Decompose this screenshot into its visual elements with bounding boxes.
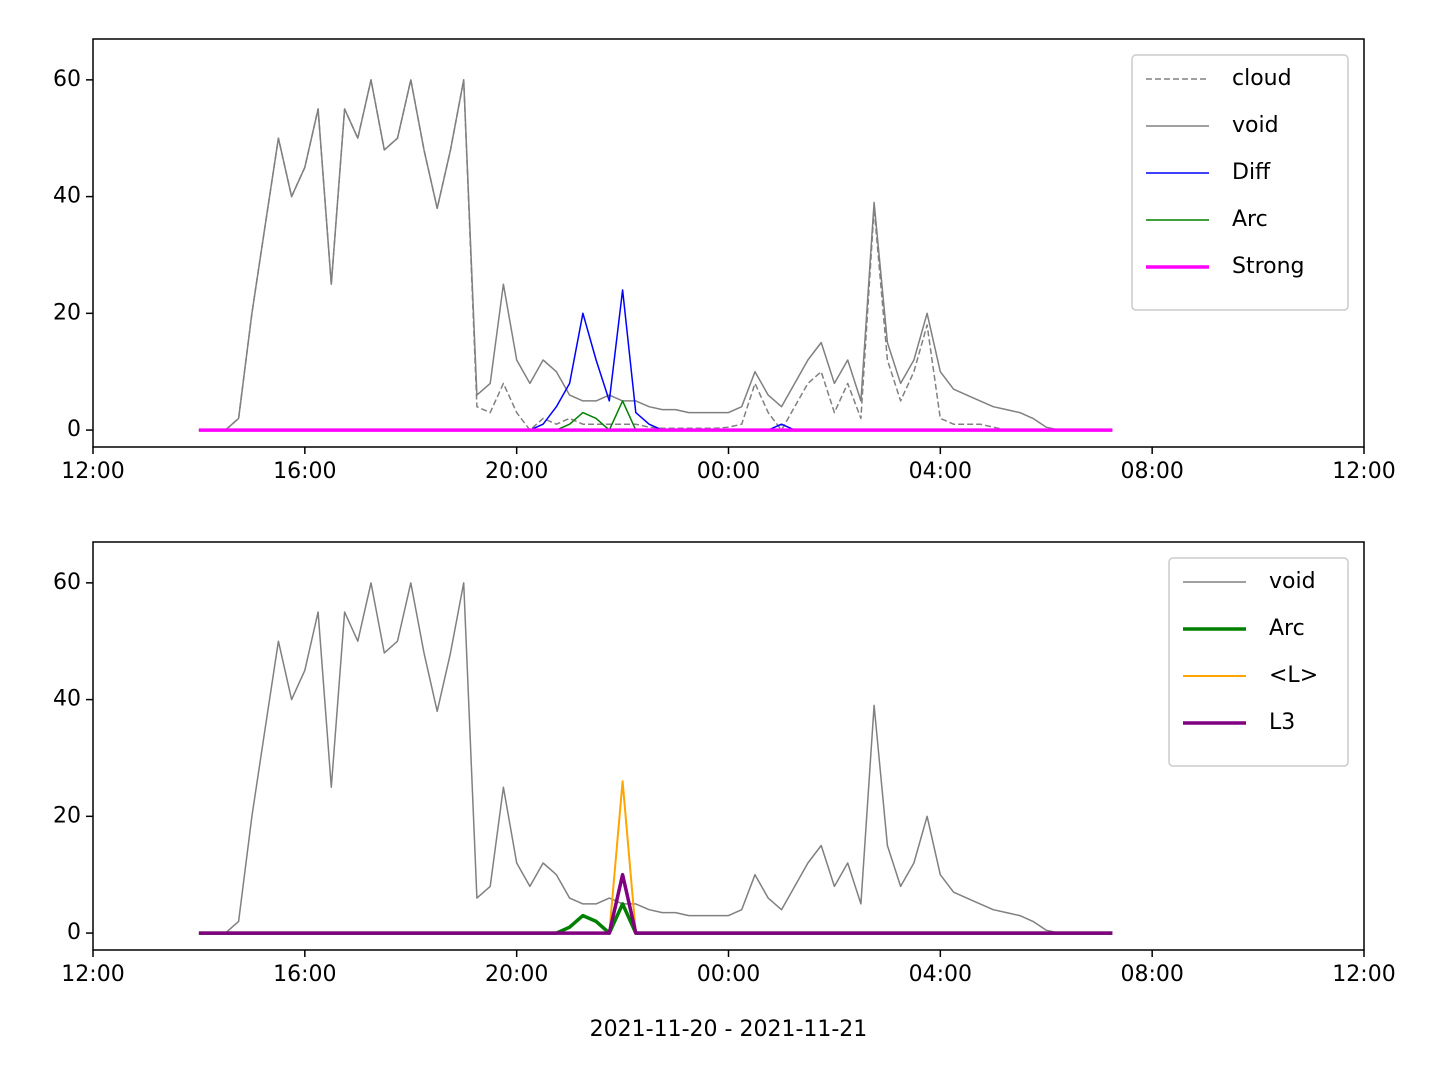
x-tick-label: 08:00: [1120, 962, 1183, 987]
subplot: 12:00 16:00 20:00 00:00 04:00 08:00 12:00 0 20 40…: [53, 38, 1396, 484]
legend: void Arc <L> L3: [1168, 557, 1349, 767]
axes-frame: [92, 541, 1365, 951]
y-tick-label: 60: [53, 570, 81, 595]
legend-label: L3: [1269, 710, 1295, 735]
series-line: [198, 582, 1113, 934]
legend-label: Arc: [1232, 207, 1268, 232]
legend-label: Strong: [1232, 254, 1305, 279]
y-tick-label: 40: [53, 184, 81, 209]
legend-label: void: [1269, 569, 1316, 594]
y-tick-label: 0: [67, 920, 81, 945]
subplot: 12:00 16:00 20:00 00:00 04:00 08:00 12:00 0 20 40…: [53, 541, 1396, 1042]
x-tick-label: 12:00: [1332, 962, 1395, 987]
x-tick-label: 04:00: [909, 962, 972, 987]
x-tick-label: 12:00: [61, 962, 124, 987]
y-tick-label: 60: [53, 67, 81, 92]
x-tick-label: 12:00: [61, 459, 124, 484]
x-tick-label: 00:00: [697, 459, 760, 484]
x-tick-label: 16:00: [273, 459, 336, 484]
legend-label: Diff: [1232, 160, 1271, 185]
y-tick-label: 40: [53, 687, 81, 712]
legend-label: void: [1232, 113, 1279, 138]
series-line: [198, 79, 1113, 431]
legend-label: <L>: [1269, 663, 1318, 688]
legend-label: Arc: [1269, 616, 1305, 641]
legend: cloud void Diff Arc Strong: [1131, 54, 1349, 311]
y-tick-label: 20: [53, 803, 81, 828]
y-tick-label: 0: [67, 417, 81, 442]
legend-label: cloud: [1232, 66, 1292, 91]
x-tick-label: 20:00: [485, 459, 548, 484]
x-tick-label: 12:00: [1332, 459, 1395, 484]
legend-box: [1168, 557, 1349, 767]
y-tick-label: 20: [53, 300, 81, 325]
x-tick-label: 00:00: [697, 962, 760, 987]
x-tick-label: 08:00: [1120, 459, 1183, 484]
axes-frame: [92, 38, 1365, 448]
x-tick-label: 04:00: [909, 459, 972, 484]
series-line: [198, 872, 1113, 935]
x-tick-label: 16:00: [273, 962, 336, 987]
legend-box: [1131, 54, 1349, 311]
x-tick-label: 20:00: [485, 962, 548, 987]
plot-area: [93, 542, 1364, 950]
x-axis-label: 2021-11-20 - 2021-11-21: [590, 1017, 868, 1042]
